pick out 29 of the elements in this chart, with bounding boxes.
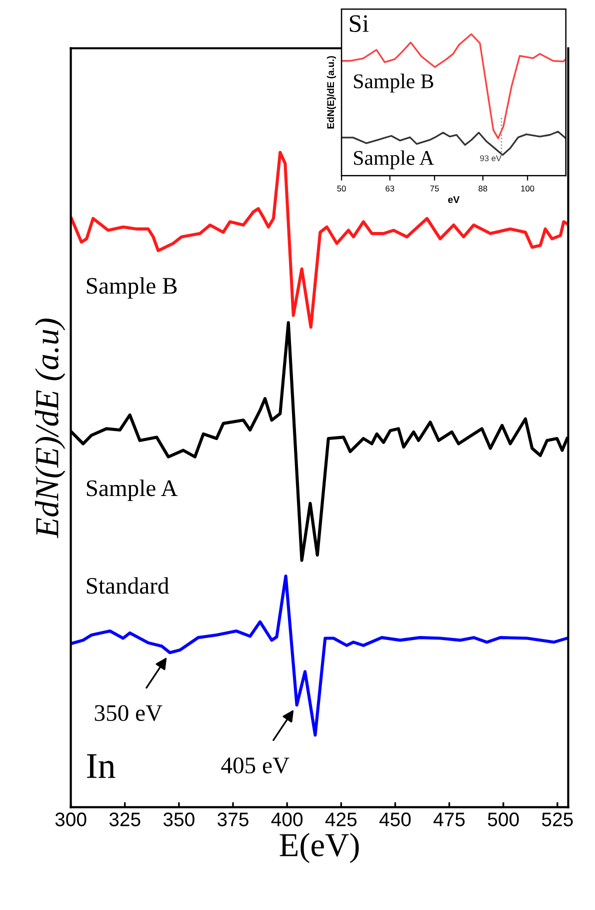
y-axis-title: EdN(E)/dE (a.u) [35, 318, 66, 538]
x-tick-label: 50 [337, 186, 346, 192]
series-label: Sample A [86, 480, 178, 501]
x-axis-title: E(eV) [280, 832, 359, 864]
x-tick-label: 475 [434, 812, 465, 826]
x-tick-label: 525 [542, 812, 573, 826]
annotation: 405 eV [221, 757, 290, 774]
x-tick-label: 375 [218, 812, 248, 826]
x-tick-label: 350 [163, 812, 194, 826]
x-tick-label: 400 [271, 812, 303, 826]
annotation: In [87, 754, 116, 778]
series-label: Standard [86, 577, 169, 594]
ref-line-label: 93 eV [480, 155, 502, 162]
x-tick-label: 88 [478, 186, 488, 192]
x-tick-label: 300 [55, 812, 86, 826]
x-tick-label: 425 [325, 812, 357, 826]
x-tick-label: 500 [488, 812, 519, 826]
x-tick-label: 100 [521, 186, 534, 192]
x-axis-title: eV [448, 196, 460, 204]
x-tick-label: 325 [109, 812, 140, 826]
series-label: Sample A [354, 150, 434, 170]
x-tick-label: 63 [386, 186, 394, 192]
series-label: Sample B [354, 74, 434, 93]
y-axis-title: EdN(E)/dE (a.u.) [326, 56, 336, 128]
annotation: 350 eV [94, 705, 162, 722]
x-tick-label: 450 [379, 812, 411, 826]
x-tick-label: 75 [430, 186, 439, 192]
series-label: Sample B [86, 277, 177, 299]
text: Si [350, 15, 369, 32]
